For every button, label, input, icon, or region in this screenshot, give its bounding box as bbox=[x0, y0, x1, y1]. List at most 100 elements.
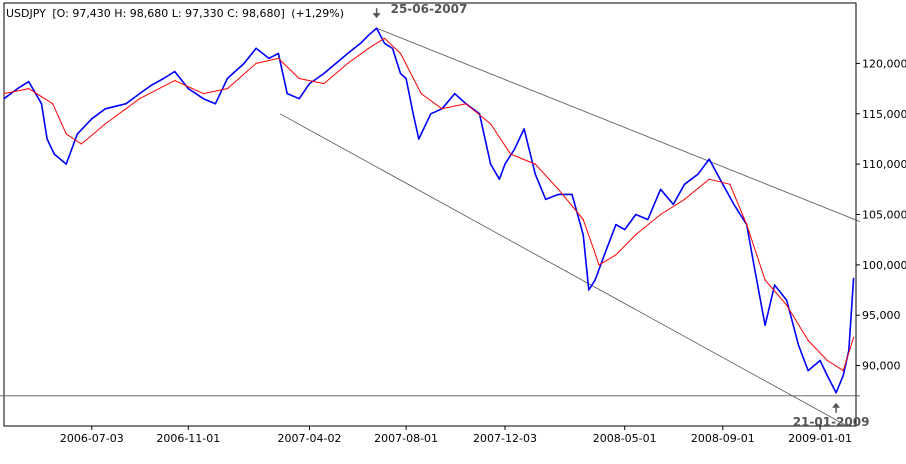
y-tick-label-3: 105,000 bbox=[862, 209, 906, 222]
price-point-57 bbox=[624, 229, 626, 231]
ma-point-35 bbox=[786, 304, 788, 306]
price-point-68 bbox=[753, 264, 755, 266]
price-point-23 bbox=[286, 93, 288, 95]
price-point-7 bbox=[76, 133, 78, 135]
y-tick-label-5: 95,000 bbox=[862, 309, 901, 322]
price-point-43 bbox=[490, 163, 492, 165]
ma-point-22 bbox=[510, 153, 512, 155]
symbol-label: USDJPY bbox=[6, 7, 46, 20]
price-point-54 bbox=[594, 279, 596, 281]
price-point-27 bbox=[335, 62, 337, 64]
price-point-77 bbox=[842, 375, 844, 377]
ma-point-19 bbox=[441, 108, 443, 110]
price-point-50 bbox=[557, 193, 560, 195]
price-point-17 bbox=[214, 103, 216, 105]
ma-point-1 bbox=[28, 88, 30, 90]
price-point-22 bbox=[277, 52, 279, 55]
ma-point-24 bbox=[557, 188, 560, 190]
series-group bbox=[3, 27, 855, 394]
price-point-44 bbox=[498, 178, 500, 180]
price-point-30 bbox=[368, 34, 370, 36]
price-point-24 bbox=[298, 98, 300, 100]
price-point-48 bbox=[534, 173, 536, 175]
ma-point-8 bbox=[202, 93, 204, 95]
ma-point-15 bbox=[368, 47, 370, 49]
price-point-35 bbox=[405, 77, 407, 80]
y-tick-label-2: 110,000 bbox=[862, 158, 906, 171]
price-point-6 bbox=[65, 163, 67, 165]
ma-point-38 bbox=[842, 370, 844, 372]
price-point-19 bbox=[243, 62, 245, 64]
price-point-47 bbox=[523, 128, 525, 130]
price-point-8 bbox=[91, 118, 93, 120]
x-tick-label-7: 2009-01-01 bbox=[788, 432, 852, 445]
price-point-49 bbox=[545, 198, 547, 200]
price-point-16 bbox=[202, 98, 204, 100]
price-point-21 bbox=[268, 57, 270, 60]
x-tick-label-3: 2007-08-01 bbox=[374, 432, 438, 445]
ma-point-4 bbox=[80, 143, 82, 145]
price-point-64 bbox=[708, 158, 710, 160]
x-tick-label-0: 2006-07-03 bbox=[60, 432, 124, 445]
price-point-73 bbox=[807, 370, 809, 372]
price-point-25 bbox=[308, 83, 311, 85]
marker-label-1: 21-01-2009 bbox=[793, 415, 870, 429]
price-point-75 bbox=[826, 375, 828, 377]
x-tick-label-6: 2008-09-01 bbox=[691, 432, 755, 445]
ma-point-11 bbox=[277, 57, 279, 60]
price-point-14 bbox=[174, 70, 176, 73]
ma-point-23 bbox=[534, 163, 536, 165]
price-point-71 bbox=[786, 299, 788, 301]
ma-point-30 bbox=[683, 198, 686, 200]
trendlines bbox=[0, 27, 861, 427]
price-point-18 bbox=[226, 77, 228, 80]
ma-point-16 bbox=[383, 37, 386, 39]
ma-point-28 bbox=[635, 234, 637, 236]
price-point-9 bbox=[104, 108, 106, 110]
ma-point-21 bbox=[490, 123, 492, 125]
x-tick-label-2: 2007-04-02 bbox=[278, 432, 342, 445]
price-point-52 bbox=[582, 234, 584, 236]
price-point-66 bbox=[733, 203, 735, 205]
ma-point-18 bbox=[420, 93, 422, 95]
x-tick-label-1: 2006-11-01 bbox=[156, 432, 220, 445]
price-point-29 bbox=[360, 42, 362, 44]
price-point-12 bbox=[150, 85, 152, 87]
marker-label-0: 25-06-2007 bbox=[391, 2, 468, 16]
price-point-28 bbox=[347, 52, 349, 55]
price-point-59 bbox=[647, 218, 649, 221]
price-point-3 bbox=[40, 103, 43, 105]
ma-point-29 bbox=[660, 213, 662, 216]
price-point-56 bbox=[615, 224, 617, 226]
chart-header: USDJPY [O: 97,430 H: 98,680 L: 97,330 C:… bbox=[6, 7, 344, 20]
price-point-11 bbox=[139, 93, 141, 95]
price-point-58 bbox=[635, 213, 637, 216]
trendline-1 bbox=[376, 27, 861, 222]
ma-point-14 bbox=[347, 62, 349, 64]
price-point-70 bbox=[774, 284, 776, 286]
price-point-55 bbox=[605, 249, 607, 251]
ma-point-3 bbox=[65, 133, 67, 135]
ma-point-10 bbox=[255, 62, 257, 64]
price-point-4 bbox=[46, 138, 48, 140]
ma-point-33 bbox=[746, 224, 748, 226]
price-point-5 bbox=[53, 153, 55, 155]
price-point-45 bbox=[504, 163, 506, 165]
price-point-74 bbox=[819, 359, 821, 362]
price-point-62 bbox=[683, 183, 686, 185]
ma-point-5 bbox=[104, 123, 106, 125]
ma-point-39 bbox=[853, 336, 855, 338]
ma-point-36 bbox=[807, 339, 809, 341]
price-point-34 bbox=[399, 72, 402, 75]
arrow-up-icon bbox=[832, 402, 841, 408]
x-axis: 2006-07-03 2006-11-01 2007-04-02 2007-08-01… bbox=[60, 426, 852, 445]
ohlc-values: [O: 97,430 H: 98,680 L: 97,330 C: 98,680… bbox=[52, 7, 284, 20]
price-point-32 bbox=[383, 42, 386, 44]
price-point-60 bbox=[660, 188, 662, 190]
y-tick-label-1: 115,000 bbox=[862, 108, 906, 121]
ma-point-34 bbox=[764, 279, 766, 281]
ma-point-7 bbox=[174, 80, 176, 82]
ma-point-17 bbox=[399, 52, 402, 55]
moving-average-line bbox=[3, 37, 855, 372]
